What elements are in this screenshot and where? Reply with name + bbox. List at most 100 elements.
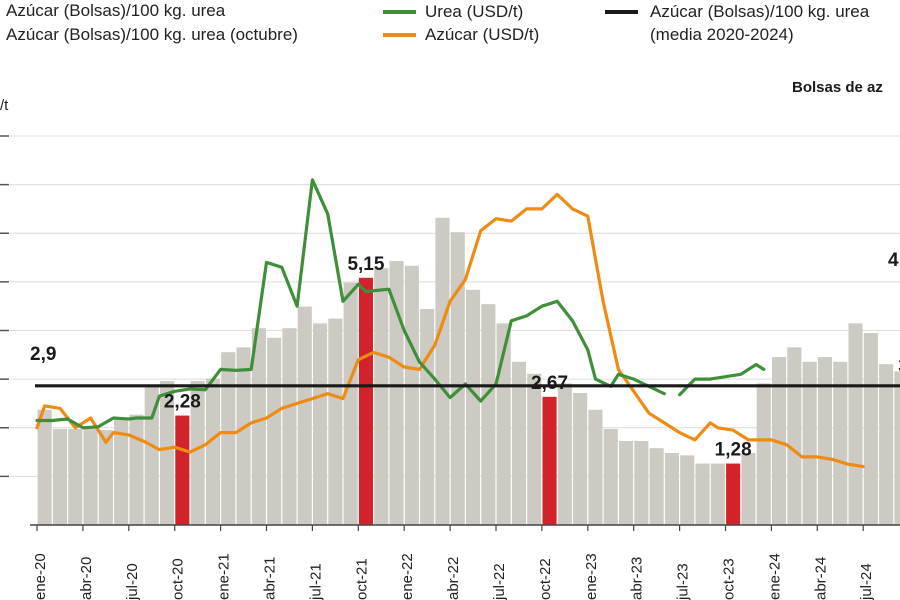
ratio-bar (634, 441, 649, 525)
ratio-bar (420, 309, 435, 525)
series-lines (35, 178, 865, 469)
x-tick-label: oct-20 (170, 558, 187, 600)
ratio-bar (649, 448, 664, 525)
x-tick-label: abr-21 (262, 557, 279, 600)
x-tick-label: ene-24 (766, 553, 783, 600)
october-bar (726, 463, 741, 525)
x-tick-label: abr-20 (78, 557, 95, 600)
october-value-label: 2,67 (531, 373, 568, 394)
ratio-bar (83, 426, 98, 525)
ratio-bar (160, 381, 175, 525)
ratio-bar (511, 361, 526, 525)
october-value-label: 1,28 (715, 440, 752, 461)
mean-value-label: 2,9 (30, 344, 56, 365)
ratio-bar (466, 289, 481, 525)
x-tick-label: oct-22 (537, 558, 554, 600)
ratio-bar (205, 378, 220, 525)
ratio-bar (802, 361, 817, 525)
october-bars (175, 277, 741, 525)
legend-urea: Urea (USD/t) (425, 2, 523, 21)
ratio-bar (52, 429, 67, 525)
ratio-bar (664, 453, 679, 525)
ratio-bar (848, 323, 863, 525)
legend: Azúcar (Bolsas)/100 kg. urea Azúcar (Bol… (6, 1, 870, 44)
x-axis: ene-20 abr-20 jul-20 oct-20 ene-21 abr-21 jul-… (30, 524, 900, 600)
ratio-bar (374, 268, 389, 525)
ratio-bar (114, 419, 129, 525)
legend-ratio-bars: Azúcar (Bolsas)/100 kg. urea (6, 1, 226, 20)
sugar-line (35, 192, 865, 469)
ratio-bar (328, 318, 343, 525)
x-tick-label: jul-23 (675, 563, 692, 600)
ratio-bar (695, 463, 710, 525)
ratio-bar (817, 357, 832, 525)
ratio-bar (863, 333, 878, 525)
ratio-bar (496, 323, 511, 525)
ratio-bar (557, 383, 572, 525)
x-tick-label: abr-22 (445, 557, 462, 600)
ratio-bar (879, 364, 894, 525)
ratio-bar (894, 371, 900, 525)
x-tick-label: oct-23 (721, 558, 738, 600)
ratio-bar (588, 409, 603, 525)
x-tick-label: ene-22 (399, 553, 416, 600)
y-axis-unit-label: /t (0, 97, 9, 114)
ratio-bar (833, 361, 848, 525)
ratio-bar (251, 328, 266, 525)
x-tick-label: jul-20 (124, 563, 141, 600)
x-tick-label: jul-24 (858, 563, 875, 600)
ratio-bar (450, 232, 465, 525)
ratio-bar (619, 441, 634, 525)
ratio-bar (98, 429, 113, 525)
urea-line (35, 178, 666, 430)
ratio-bar (404, 265, 419, 525)
x-tick-label: ene-23 (583, 553, 600, 600)
legend-mean-line-b: (media 2020-2024) (650, 25, 794, 44)
ratio-bar (787, 347, 802, 525)
data-labels: 2,28 5,15 2,67 1,28 3,02 2,9 4 (30, 250, 900, 461)
october-value-label: 5,15 (347, 254, 384, 275)
ratio-bar (435, 217, 450, 526)
x-tick-label: abr-24 (812, 557, 829, 600)
legend-ratio-october: Azúcar (Bolsas)/100 kg. urea (octubre) (6, 25, 298, 44)
ratio-bar (389, 261, 404, 525)
ratio-bar (68, 429, 83, 525)
x-tick-label: oct-21 (353, 558, 370, 600)
ratio-bar (603, 429, 618, 525)
x-tick-label: jul-22 (491, 563, 508, 600)
october-value-label: 3,02 (898, 356, 900, 377)
ratio-bar (297, 306, 312, 525)
ratio-bar (129, 414, 144, 525)
y-tick-marks (0, 135, 9, 478)
ratio-bar (343, 282, 358, 525)
x-tick-label: abr-23 (629, 557, 646, 600)
ratio-bar (741, 453, 756, 525)
ratio-bars (37, 217, 900, 526)
ratio-bar (267, 337, 282, 525)
ratio-bar (573, 393, 588, 525)
ratio-bar (190, 381, 205, 525)
x-tick-label: ene-20 (32, 553, 49, 600)
ratio-bar (313, 323, 328, 525)
x-tick-label: jul-21 (307, 563, 324, 600)
last-value-label: 4 (888, 250, 899, 271)
october-bar (175, 415, 190, 525)
ratio-bar (282, 328, 297, 525)
ratio-bar (481, 304, 496, 525)
october-bar (542, 396, 557, 525)
ratio-bar (756, 383, 771, 525)
ratio-bar (37, 409, 52, 525)
october-value-label: 2,28 (164, 392, 201, 413)
chart-subtitle: Bolsas de az (792, 79, 883, 96)
ratio-bar (221, 352, 236, 525)
ratio-bar (236, 347, 251, 525)
x-tick-label: ene-21 (216, 553, 233, 600)
ratio-bar (527, 373, 542, 525)
legend-sugar: Azúcar (USD/t) (425, 25, 539, 44)
legend-mean-line-a: Azúcar (Bolsas)/100 kg. urea (650, 2, 870, 21)
ratio-bar (144, 385, 159, 525)
ratio-bar (680, 455, 695, 525)
urea-line-2025 (678, 362, 766, 397)
ratio-bar (710, 463, 725, 525)
